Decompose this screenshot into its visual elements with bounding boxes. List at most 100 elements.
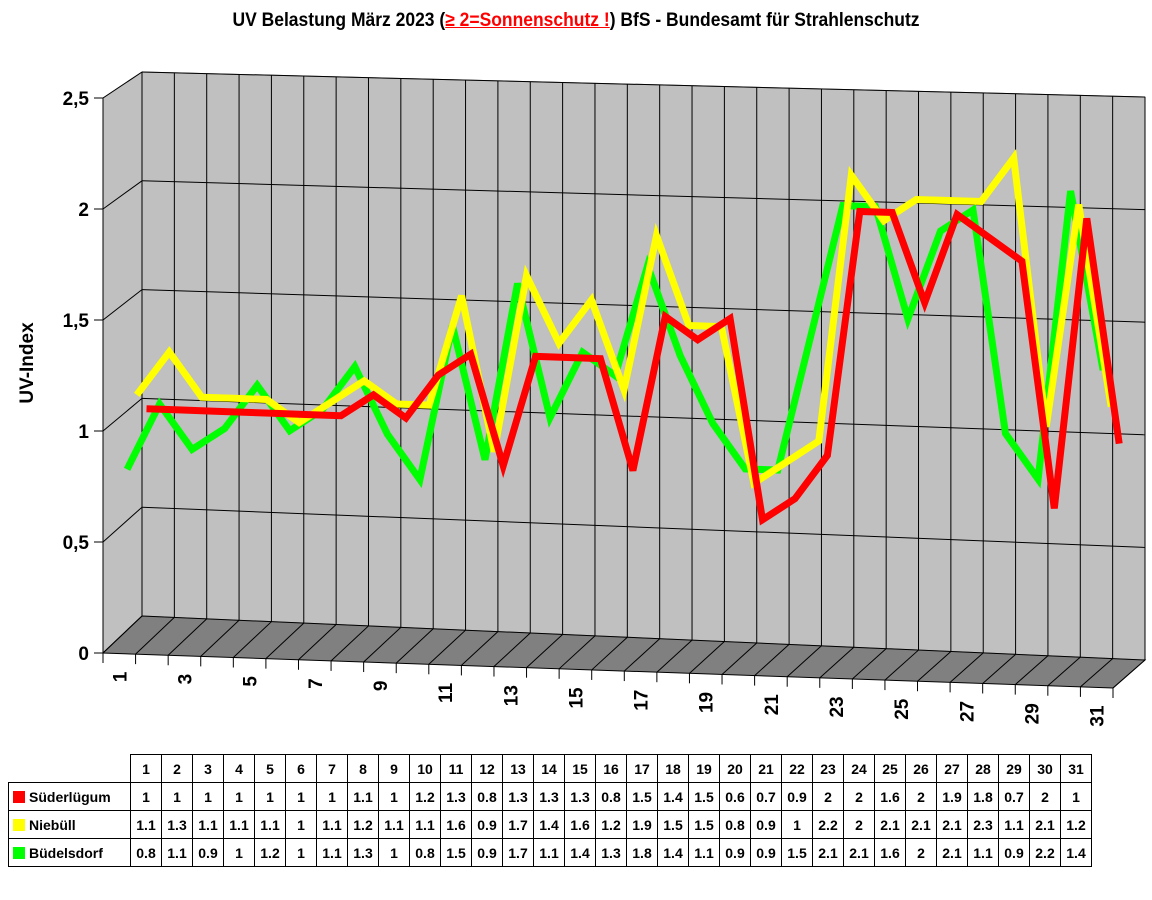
table-cell: 2: [843, 810, 875, 839]
table-cell: 0.9: [750, 838, 782, 867]
table-row: Büdelsdorf 0.8 1.1 0.9 1 1.2 1 1.1 1.3 1 0.8 1.5 0.9…: [8, 838, 1092, 867]
floor-grid: [102, 615, 143, 654]
table-header-day: 5: [254, 754, 286, 783]
legend-swatch-icon: [13, 846, 25, 859]
table-cell: 1.3: [564, 782, 596, 811]
y-tick-label: 1,5: [63, 311, 90, 332]
table-cell: 1.5: [657, 810, 689, 839]
table-cell: 2: [905, 782, 937, 811]
table-header-day: 9: [378, 754, 410, 783]
table-header-day: 6: [285, 754, 317, 783]
table-header-day: 17: [626, 754, 658, 783]
table-cell: 0.9: [781, 782, 813, 811]
table-cell: 1.9: [936, 782, 968, 811]
table-cell: 0.7: [998, 782, 1030, 811]
floor-grid: [265, 622, 305, 660]
grid-horizontal: [141, 506, 1146, 548]
table-cell: 1.1: [223, 810, 255, 839]
floor-grid: [884, 649, 919, 681]
table-header-day: 3: [192, 754, 224, 783]
floor-grid: [461, 631, 499, 666]
table-cell: 1.1: [254, 810, 286, 839]
title-warning: ≥ 2=Sonnenschutz !: [445, 10, 610, 31]
table-corner: [8, 754, 131, 783]
x-tick-label: 31: [1088, 705, 1109, 727]
table-header-day: 19: [688, 754, 720, 783]
table-header-day: 15: [564, 754, 596, 783]
y-tick-label: 0,5: [63, 533, 90, 554]
table-cell: 1.1: [533, 838, 565, 867]
x-tick-label: 17: [632, 690, 653, 711]
table-cell: 1: [378, 838, 410, 867]
table-cell: 1.8: [967, 782, 999, 811]
title-prefix: UV Belastung März 2023 (: [232, 10, 446, 31]
legend-swatch-icon: [13, 790, 25, 803]
table-cell: 1.1: [192, 810, 224, 839]
floor-grid: [395, 628, 434, 664]
table-header-day: 25: [874, 754, 906, 783]
table-cell: 1.3: [347, 838, 379, 867]
x-tick-label: 9: [371, 681, 392, 692]
side-grid: [102, 398, 143, 432]
table-cell: 1.1: [967, 838, 999, 867]
table-cell: 0.9: [192, 838, 224, 867]
side-grid: [102, 180, 143, 210]
table-cell: 1: [161, 782, 193, 811]
table-cell: 1.3: [440, 782, 472, 811]
side-grid: [102, 506, 143, 543]
table-cell: 0.8: [595, 782, 627, 811]
table-cell: 2.1: [843, 838, 875, 867]
table-cell: 0.8: [719, 810, 751, 839]
table-cell: 1.7: [502, 810, 534, 839]
table-header-day: 21: [750, 754, 782, 783]
table-cell: 1.2: [254, 838, 286, 867]
x-tick-label: 15: [566, 687, 587, 709]
floor-grid: [852, 648, 887, 680]
floor-grid: [656, 639, 693, 673]
table-header-day: 12: [471, 754, 503, 783]
table-cell: 1.2: [1060, 810, 1092, 839]
x-tick-label: 11: [436, 682, 457, 703]
table-header-day: 1: [130, 754, 162, 783]
table-cell: 1.3: [595, 838, 627, 867]
table-cell: 1.6: [874, 838, 906, 867]
table-cell: 1.1: [409, 810, 441, 839]
table-cell: 1: [192, 782, 224, 811]
table-cell: 1.1: [688, 838, 720, 867]
y-tick-label: 2,5: [63, 89, 90, 110]
table-cell: 1: [130, 782, 162, 811]
legend-label: Büdelsdorf: [8, 838, 131, 867]
floor-grid: [135, 617, 175, 655]
table-cell: 1: [254, 782, 286, 811]
table-header-day: 26: [905, 754, 937, 783]
x-tick-label: 3: [175, 674, 196, 685]
floor-grid: [689, 641, 725, 674]
x-tick-label: 5: [241, 676, 262, 687]
table-cell: 1: [223, 782, 255, 811]
table-cell: 1.6: [564, 810, 596, 839]
station-name: Süderlügum: [29, 788, 111, 805]
table-header-day: 18: [657, 754, 689, 783]
table-cell: 0.9: [471, 838, 503, 867]
table-cell: 1.4: [657, 782, 689, 811]
table-header-day: 8: [347, 754, 379, 783]
table-cell: 1.2: [347, 810, 379, 839]
table-cell: 2: [1029, 782, 1061, 811]
floor-grid: [917, 651, 952, 682]
table-cell: 1.1: [998, 810, 1030, 839]
table-cell: 2.1: [905, 810, 937, 839]
table-header-day: 4: [223, 754, 255, 783]
table-cell: 2.3: [967, 810, 999, 839]
table-header-day: 10: [409, 754, 441, 783]
data-table: 1 2 3 4 5 6 7 8 9 10 11 12 13 14 15 16 17 18 19 20 21 22 23 24 2…: [8, 754, 1092, 867]
table-header-day: 2: [161, 754, 193, 783]
floor-grid: [786, 645, 822, 678]
table-header-day: 30: [1029, 754, 1061, 783]
legend-label: Süderlügum: [8, 782, 131, 811]
table-cell: 1: [285, 838, 317, 867]
table-cell: 1.2: [409, 782, 441, 811]
table-cell: 1: [316, 782, 348, 811]
table-cell: 1: [378, 782, 410, 811]
table-cell: 0.9: [471, 810, 503, 839]
table-header-day: 11: [440, 754, 472, 783]
